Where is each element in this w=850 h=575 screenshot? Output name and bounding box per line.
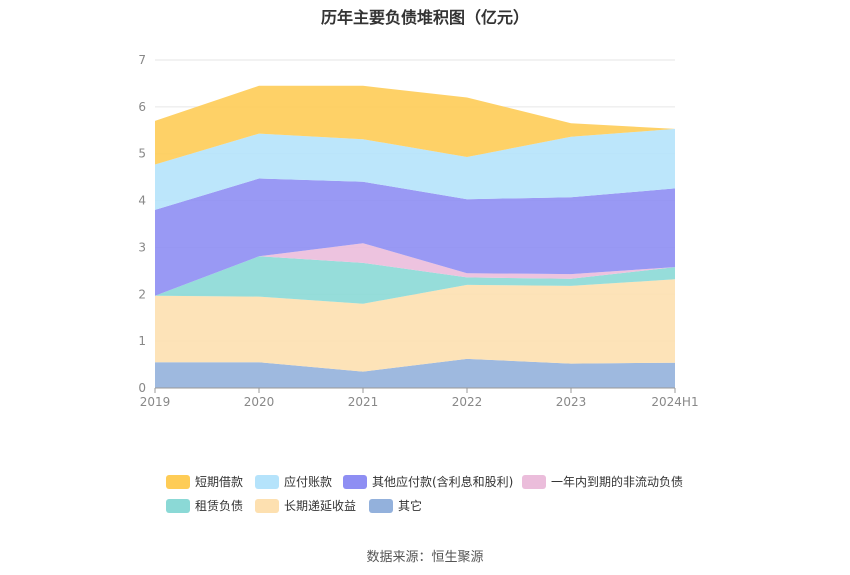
- legend-label: 其他应付款(含利息和股利): [372, 474, 513, 489]
- legend-item[interactable]: 一年内到期的非流动负债: [522, 474, 683, 489]
- legend-swatch: [166, 499, 190, 513]
- legend-item[interactable]: 短期借款: [166, 475, 243, 489]
- x-tick-label: 2019: [140, 395, 171, 409]
- y-tick-label: 7: [138, 53, 146, 67]
- legend-swatch: [166, 475, 190, 489]
- legend-label: 租赁负债: [195, 499, 243, 513]
- legend-swatch: [255, 475, 279, 489]
- legend-label: 应付账款: [284, 474, 332, 489]
- y-tick-label: 2: [138, 287, 146, 301]
- y-tick-label: 5: [138, 147, 146, 161]
- legend-label: 一年内到期的非流动负债: [551, 474, 683, 489]
- area-series[interactable]: [155, 279, 675, 372]
- x-tick-label: 2021: [348, 395, 379, 409]
- legend-swatch: [522, 475, 546, 489]
- legend-label: 长期递延收益: [284, 499, 356, 513]
- area-series[interactable]: [155, 358, 675, 388]
- legend-item[interactable]: 其他应付款(含利息和股利): [343, 474, 513, 489]
- area-series[interactable]: [155, 178, 675, 296]
- chart-title: 历年主要负债堆积图（亿元）: [320, 8, 529, 27]
- y-tick-label: 3: [138, 240, 146, 254]
- legend-item[interactable]: 应付账款: [255, 474, 332, 489]
- legend-item[interactable]: 租赁负债: [166, 499, 243, 513]
- y-tick-label: 6: [138, 100, 146, 114]
- y-tick-label: 4: [138, 194, 146, 208]
- legend-item[interactable]: 长期递延收益: [255, 499, 356, 513]
- legend-swatch: [255, 499, 279, 513]
- legend-swatch: [343, 475, 367, 489]
- legend-label: 短期借款: [195, 475, 243, 489]
- data-source-note: 数据来源：恒生聚源: [366, 550, 484, 565]
- axes: 0 1 2 3 4 5 6 7 2019 2020 2021 2022 2023 2024H1: [138, 53, 698, 409]
- x-tick-label: 2020: [244, 395, 275, 409]
- y-tick-label: 0: [138, 381, 146, 395]
- area-series[interactable]: [155, 128, 675, 210]
- x-tick-label: 2023: [556, 395, 587, 409]
- area-series[interactable]: [155, 85, 675, 165]
- legend-swatch: [369, 499, 393, 513]
- area-series-group: [155, 85, 675, 388]
- y-tick-label: 1: [138, 334, 146, 348]
- x-tick-label: 2022: [452, 395, 483, 409]
- area-series[interactable]: [155, 243, 675, 296]
- legend-label: 其它: [398, 498, 422, 513]
- legend-item[interactable]: 其它: [369, 498, 422, 513]
- x-tick-label: 2024H1: [651, 395, 698, 409]
- area-series[interactable]: [155, 256, 675, 304]
